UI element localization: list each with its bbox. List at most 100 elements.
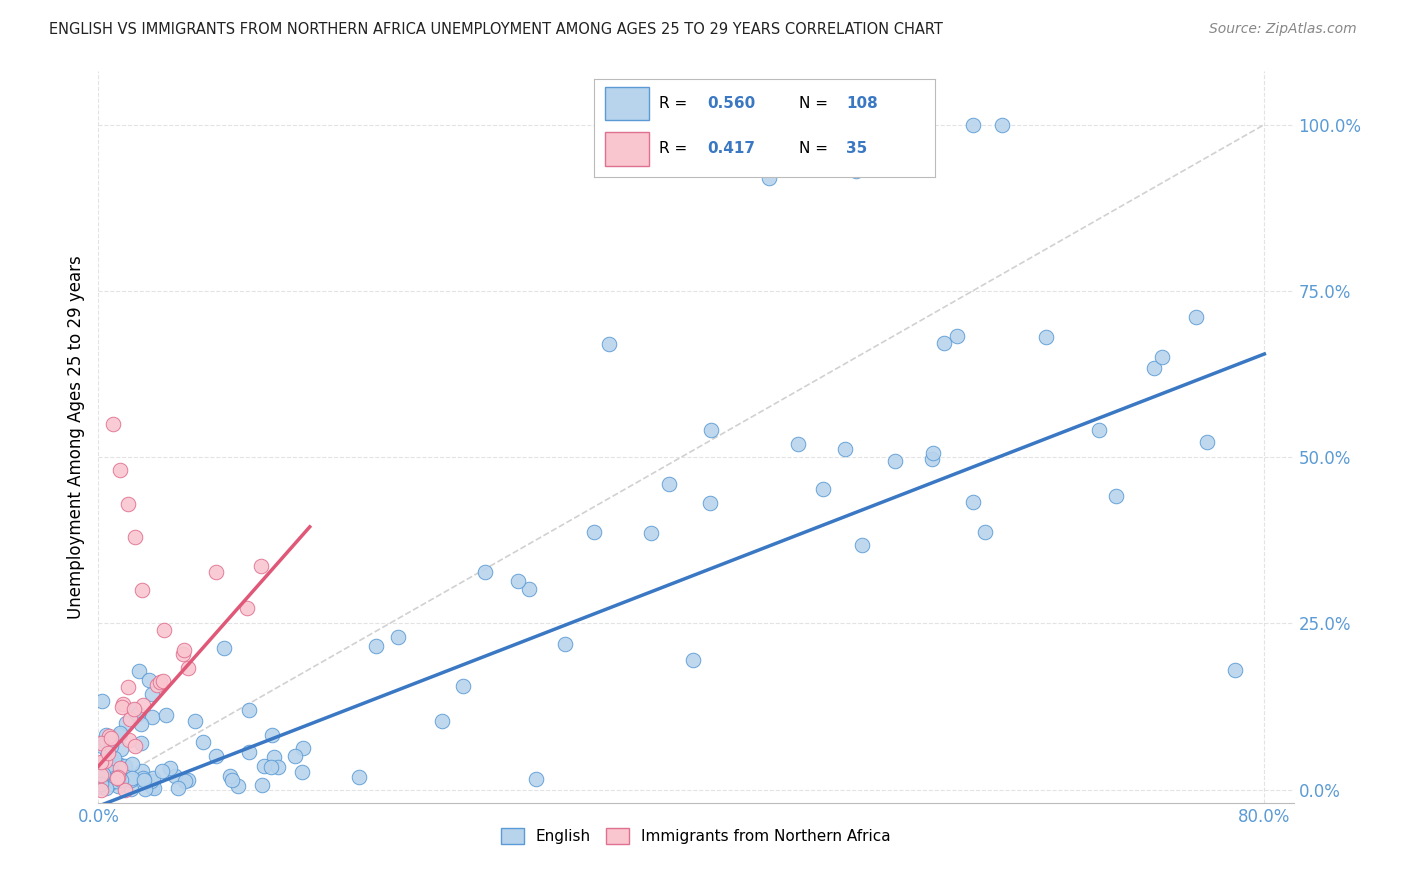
Point	[90, 777, 112, 791]
Point	[758, 170, 780, 185]
Point	[101, 755, 124, 769]
Point	[129, 736, 152, 750]
Point	[138, 673, 160, 688]
Point	[132, 698, 155, 713]
Point	[145, 678, 167, 692]
Point	[98, 760, 121, 774]
Point	[699, 424, 721, 438]
Point	[97, 746, 120, 760]
Point	[98, 758, 121, 772]
Point	[120, 781, 142, 796]
Point	[107, 771, 129, 785]
Point	[1035, 330, 1057, 344]
Point	[474, 565, 496, 579]
Point	[139, 773, 162, 788]
Point	[129, 717, 152, 731]
Point	[364, 639, 387, 653]
Point	[110, 463, 132, 477]
Point	[267, 759, 290, 773]
Point	[922, 446, 945, 460]
Point	[253, 759, 276, 773]
Point	[132, 771, 155, 785]
Point	[90, 782, 112, 797]
Point	[658, 477, 681, 491]
Point	[91, 694, 114, 708]
Point	[134, 782, 156, 797]
Point	[111, 699, 134, 714]
Point	[112, 697, 135, 711]
Point	[141, 710, 163, 724]
Point	[90, 768, 112, 782]
Point	[122, 703, 145, 717]
Point	[263, 750, 285, 764]
Point	[260, 728, 283, 742]
Point	[141, 687, 163, 701]
Point	[152, 674, 174, 689]
Point	[96, 780, 118, 795]
Point	[347, 770, 370, 784]
Point	[932, 335, 955, 350]
Point	[97, 758, 120, 772]
Point	[104, 773, 127, 788]
Point	[787, 436, 810, 450]
Point	[524, 772, 547, 786]
Point	[883, 454, 905, 468]
Point	[108, 728, 131, 742]
Point	[142, 771, 165, 785]
Point	[640, 525, 662, 540]
Point	[117, 497, 139, 511]
Point	[204, 748, 226, 763]
Legend: English, Immigrants from Northern Africa: English, Immigrants from Northern Africa	[495, 822, 897, 850]
Point	[582, 524, 605, 539]
Point	[91, 767, 114, 781]
Point	[96, 748, 118, 763]
Point	[1185, 310, 1208, 324]
Point	[177, 661, 200, 675]
Point	[97, 770, 120, 784]
Point	[97, 769, 120, 783]
Point	[1152, 351, 1174, 365]
Point	[291, 741, 314, 756]
Point	[1104, 489, 1126, 503]
Point	[131, 764, 153, 778]
Point	[165, 769, 187, 783]
Point	[131, 582, 153, 597]
Point	[387, 630, 409, 644]
Point	[122, 701, 145, 715]
Point	[97, 729, 120, 743]
Point	[108, 726, 131, 740]
Point	[291, 764, 314, 779]
Point	[141, 780, 163, 795]
Point	[90, 780, 112, 794]
Point	[228, 779, 250, 793]
Point	[173, 643, 195, 657]
Point	[921, 451, 943, 466]
Point	[834, 442, 856, 456]
Point	[962, 118, 984, 132]
Point	[98, 733, 121, 747]
Point	[238, 746, 260, 760]
Point	[212, 641, 235, 656]
Point	[121, 756, 143, 771]
Point	[118, 732, 141, 747]
Point	[221, 773, 243, 788]
Point	[1225, 663, 1247, 677]
Point	[107, 779, 129, 793]
Point	[184, 714, 207, 729]
Point	[114, 782, 136, 797]
Point	[100, 764, 122, 779]
Point	[100, 731, 122, 745]
Point	[90, 756, 112, 770]
Point	[508, 574, 530, 588]
Point	[699, 496, 721, 510]
Point	[114, 759, 136, 773]
Point	[93, 754, 115, 768]
Point	[108, 758, 131, 772]
Point	[101, 417, 124, 431]
Point	[148, 674, 170, 689]
Point	[682, 653, 704, 667]
Point	[815, 118, 838, 132]
Point	[90, 778, 112, 792]
Point	[96, 735, 118, 749]
Point	[114, 716, 136, 731]
